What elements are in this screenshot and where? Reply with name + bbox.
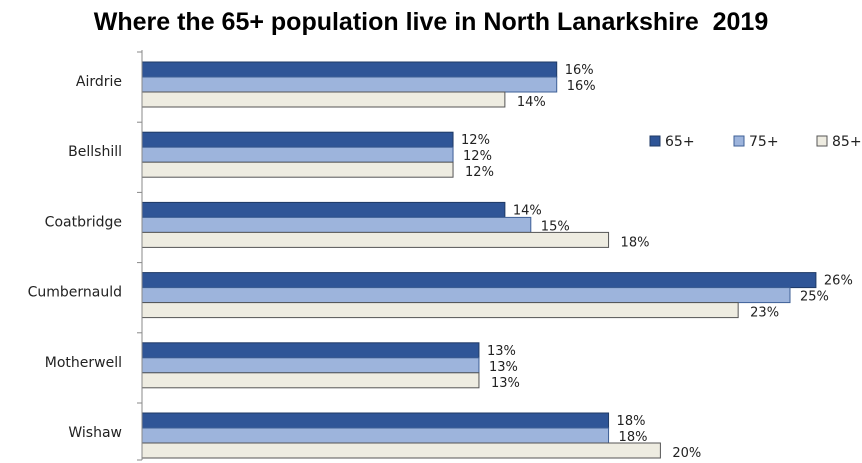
- legend-label-75: 75+: [749, 134, 779, 150]
- bar-airdrie-65: [141, 61, 558, 78]
- category-label-cumbernauld: Cumbernauld: [28, 285, 122, 301]
- data-label-motherwell-75: 13%: [489, 360, 518, 375]
- bar-wishaw-85: [141, 442, 661, 459]
- data-label-wishaw-65: 18%: [617, 414, 646, 429]
- bar-cumbernauld-75: [141, 287, 791, 304]
- data-label-airdrie-85: 14%: [517, 95, 546, 110]
- bar-coatbridge-85: [141, 231, 610, 248]
- bar-bellshill-75: [141, 146, 454, 163]
- data-label-wishaw-75: 18%: [619, 430, 648, 445]
- bar-bellshill-85: [141, 161, 454, 178]
- data-label-airdrie-65: 16%: [565, 63, 594, 78]
- category-label-airdrie: Airdrie: [76, 74, 122, 90]
- data-label-bellshill-65: 12%: [461, 133, 490, 148]
- category-label-coatbridge: Coatbridge: [45, 214, 122, 230]
- bar-cumbernauld-85: [141, 302, 739, 319]
- bar-motherwell-65: [141, 342, 480, 359]
- bar-wishaw-75: [141, 427, 610, 444]
- legend: 65+ 75+ 85+: [649, 134, 862, 150]
- data-label-coatbridge-75: 15%: [541, 219, 570, 234]
- bar-bellshill-65: [141, 131, 454, 148]
- legend-swatch-75: [733, 135, 745, 147]
- bar-cumbernauld-65: [141, 272, 817, 289]
- chart-title: Where the 65+ population live in North L…: [93, 8, 769, 36]
- data-label-motherwell-85: 13%: [491, 376, 520, 391]
- category-label-bellshill: Bellshill: [68, 144, 122, 160]
- bar-airdrie-75: [141, 76, 558, 93]
- labels-layer: Airdrie16%16%14%Bellshill12%12%12%Coatbr…: [28, 63, 853, 461]
- data-label-wishaw-85: 20%: [672, 446, 701, 461]
- bar-wishaw-65: [141, 412, 610, 429]
- bars-layer: [141, 61, 817, 459]
- data-label-bellshill-85: 12%: [465, 165, 494, 180]
- bar-airdrie-85: [141, 91, 506, 108]
- legend-label-65: 65+: [665, 134, 695, 150]
- bar-coatbridge-75: [141, 216, 532, 233]
- bar-motherwell-85: [141, 372, 480, 389]
- data-label-coatbridge-85: 18%: [621, 235, 650, 250]
- data-label-cumbernauld-85: 23%: [750, 306, 779, 321]
- legend-label-85: 85+: [832, 134, 862, 150]
- category-label-wishaw: Wishaw: [68, 425, 122, 441]
- data-label-cumbernauld-75: 25%: [800, 290, 829, 305]
- bar-motherwell-75: [141, 357, 480, 374]
- category-ticks: [137, 51, 142, 461]
- data-label-motherwell-65: 13%: [487, 344, 516, 359]
- category-label-motherwell: Motherwell: [45, 355, 122, 371]
- legend-swatch-85: [816, 135, 828, 147]
- data-label-airdrie-75: 16%: [567, 79, 596, 94]
- data-label-cumbernauld-65: 26%: [824, 274, 853, 289]
- data-label-bellshill-75: 12%: [463, 149, 492, 164]
- legend-swatch-65: [649, 135, 661, 147]
- bar-coatbridge-65: [141, 201, 506, 218]
- data-label-coatbridge-65: 14%: [513, 203, 542, 218]
